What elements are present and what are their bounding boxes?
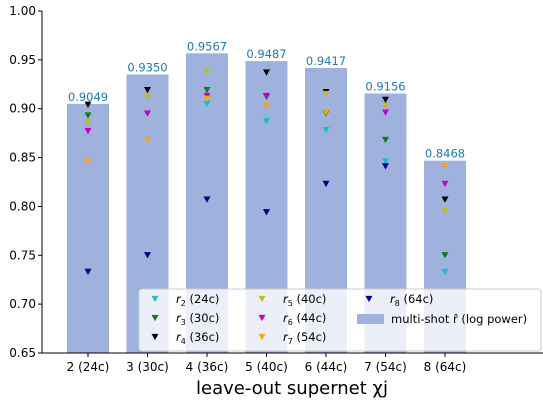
x-tick-label: 2 (24c) bbox=[67, 360, 110, 374]
data-point-marker bbox=[382, 102, 389, 109]
y-tick-label: 0.85 bbox=[9, 151, 36, 165]
legend-marker bbox=[258, 295, 266, 303]
data-point-marker bbox=[263, 92, 270, 100]
data-point-marker bbox=[203, 100, 211, 107]
data-point-marker bbox=[84, 119, 92, 126]
markers-layer bbox=[84, 68, 449, 276]
data-point-marker bbox=[84, 112, 92, 119]
data-point-marker bbox=[441, 252, 449, 259]
data-point-marker bbox=[382, 136, 389, 144]
y-tick-label: 0.90 bbox=[9, 102, 36, 116]
legend-marker bbox=[151, 333, 159, 341]
data-point-marker bbox=[203, 196, 211, 203]
data-point-marker bbox=[441, 163, 449, 170]
data-point-marker bbox=[144, 252, 151, 259]
legend: r2 (24c) r3 (30c) r4 (36c) r5 (40c) r6 (44c)… bbox=[138, 288, 542, 352]
data-point-marker bbox=[441, 268, 449, 276]
data-point-marker bbox=[382, 158, 389, 165]
data-point-marker bbox=[84, 128, 92, 135]
data-point-marker bbox=[84, 158, 92, 165]
y-tick-label: 0.75 bbox=[9, 248, 36, 262]
legend-bar-label: multi-shot r̂ (log power) bbox=[391, 312, 527, 326]
legend-marker bbox=[151, 295, 159, 303]
bar-labels-layer: 0.9049 0.9350 0.9567 0.9487 0.9417 0.9156 0.84… bbox=[68, 39, 465, 160]
data-point-marker bbox=[84, 101, 92, 108]
bar-value-label: 0.9487 bbox=[246, 47, 286, 61]
y-tick-label: 1.00 bbox=[9, 4, 36, 18]
data-point-marker bbox=[263, 118, 270, 125]
data-point-marker bbox=[144, 93, 151, 101]
legend-label: r4 (36c) bbox=[176, 330, 219, 346]
x-tick-label: 4 (36c) bbox=[186, 360, 229, 374]
data-point-marker bbox=[382, 96, 389, 104]
data-point-marker bbox=[441, 196, 449, 203]
data-point-marker bbox=[382, 163, 389, 170]
legend-label: r8 (64c) bbox=[390, 292, 433, 308]
legend-marker bbox=[258, 314, 266, 322]
y-tick-label: 0.65 bbox=[9, 346, 36, 360]
data-point-marker bbox=[144, 86, 151, 94]
y-tick-label: 0.70 bbox=[9, 297, 36, 311]
legend-marker bbox=[365, 295, 373, 303]
data-point-marker bbox=[263, 102, 270, 109]
bar-value-label: 0.9049 bbox=[68, 90, 108, 104]
bar-value-label: 0.9567 bbox=[187, 39, 227, 53]
x-axis-label: leave-out supernet χj bbox=[196, 378, 388, 399]
x-tick-label: 7 (54c) bbox=[364, 360, 407, 374]
y-tick-label: 0.95 bbox=[9, 53, 36, 67]
data-point-marker bbox=[203, 68, 211, 75]
data-point-marker bbox=[203, 95, 211, 103]
data-point-marker bbox=[263, 209, 270, 216]
bar bbox=[67, 103, 109, 353]
data-point-marker bbox=[441, 180, 449, 188]
axes-layer: 0.65 0.70 0.75 0.80 0.85 0.90 0.95 1.00 2 (24c) 3… bbox=[9, 4, 543, 374]
bar-value-label: 0.9417 bbox=[306, 54, 346, 68]
data-point-marker bbox=[144, 136, 151, 144]
data-point-marker bbox=[322, 180, 330, 188]
data-point-marker bbox=[382, 109, 389, 116]
x-tick-label: 6 (44c) bbox=[305, 360, 348, 374]
bar-value-label: 0.9156 bbox=[365, 79, 405, 93]
legend-label: r6 (44c) bbox=[283, 311, 326, 327]
legend-box bbox=[138, 288, 542, 352]
data-point-marker bbox=[263, 69, 270, 76]
legend-label: r5 (40c) bbox=[283, 292, 326, 308]
data-point-marker bbox=[322, 127, 330, 134]
bar-value-label: 0.8468 bbox=[425, 147, 465, 161]
x-tick-label: 3 (30c) bbox=[126, 360, 169, 374]
legend-label: r3 (30c) bbox=[176, 311, 219, 327]
x-tick-label: 8 (64c) bbox=[424, 360, 467, 374]
data-point-marker bbox=[322, 109, 330, 116]
legend-label: r7 (54c) bbox=[283, 330, 326, 346]
bar-value-label: 0.9350 bbox=[127, 61, 167, 75]
data-point-marker bbox=[84, 268, 92, 276]
y-tick-label: 0.80 bbox=[9, 199, 36, 213]
legend-bar-swatch bbox=[357, 314, 384, 324]
x-tick-label: 5 (40c) bbox=[245, 360, 288, 374]
data-point-marker bbox=[144, 110, 151, 117]
legend-marker bbox=[151, 314, 159, 322]
data-point-marker bbox=[322, 90, 330, 98]
data-point-marker bbox=[441, 208, 449, 215]
legend-label: r2 (24c) bbox=[176, 292, 219, 308]
legend-marker bbox=[258, 333, 266, 341]
data-point-marker bbox=[203, 86, 211, 94]
